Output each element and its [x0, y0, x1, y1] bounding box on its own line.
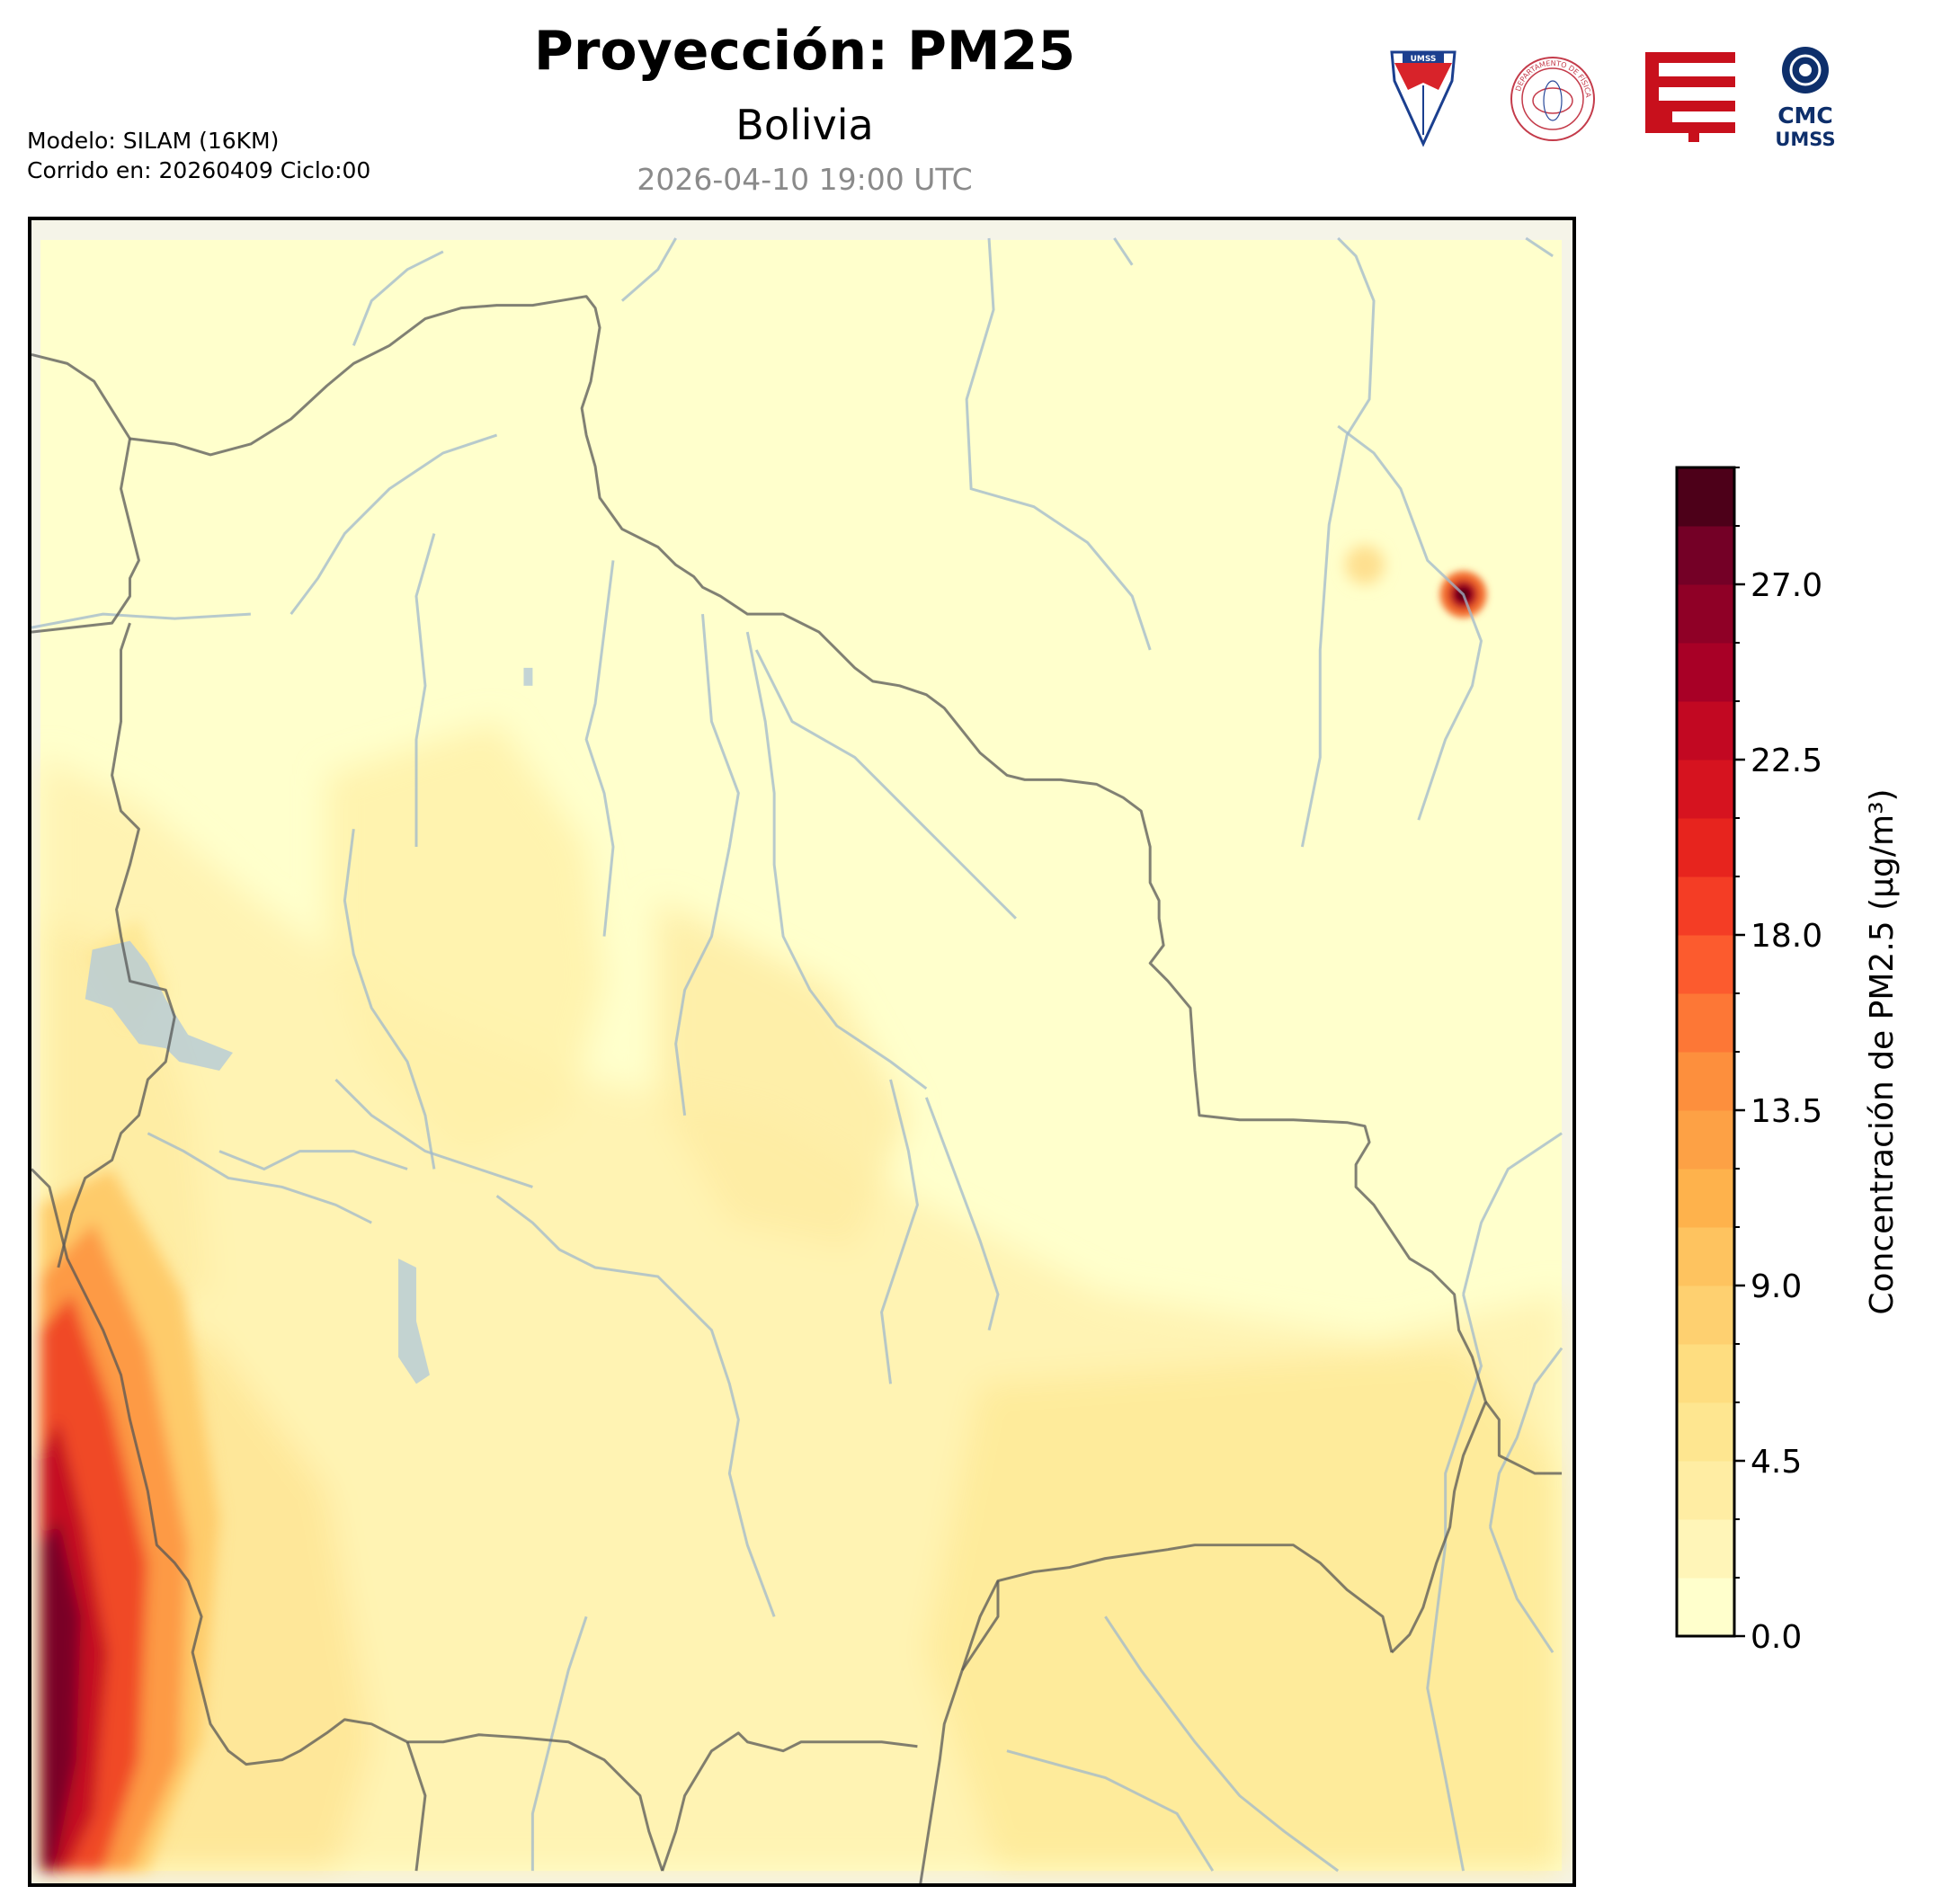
colorbar-tick-label: 9.0: [1750, 1268, 1802, 1305]
colorbar-swatch: [1677, 1578, 1734, 1637]
colorbar-swatch: [1677, 1461, 1734, 1520]
colorbar-swatch: [1677, 760, 1734, 819]
colorbar-swatch: [1677, 993, 1734, 1053]
colorbar-swatch: [1677, 467, 1734, 527]
colorbar-swatches: [1677, 467, 1734, 1637]
colorbar-swatch: [1677, 1110, 1734, 1170]
colorbar-swatch: [1677, 584, 1734, 644]
colorbar-swatch: [1677, 526, 1734, 585]
run-info: Corrido en: 20260409 Ciclo:00: [27, 157, 371, 183]
departamento-fisica-seal-logo: DEPARTAMENTO DE FÍSICA: [1510, 57, 1595, 141]
colorbar-tick-label: 4.5: [1750, 1444, 1802, 1481]
lakes: [85, 667, 533, 1384]
svg-text:UMSS: UMSS: [1411, 55, 1437, 64]
colorbar-swatch: [1677, 1402, 1734, 1462]
colorbar-swatch: [1677, 1286, 1734, 1345]
colorbar-tick-label: 0.0: [1750, 1619, 1802, 1656]
svg-text:UMSS: UMSS: [1775, 129, 1835, 150]
colorbar-swatch: [1677, 1519, 1734, 1579]
chart-title: Proyección: PM25: [533, 20, 1076, 83]
colorbar-ticks: 0.0 4.5 9.0 13.5 18.0 22.5 27.0: [1734, 467, 1822, 1656]
colorbar-swatch: [1677, 1052, 1734, 1111]
colorbar-swatch: [1677, 818, 1734, 877]
forecast-datetime: 2026-04-10 19:00 UTC: [637, 162, 973, 197]
pm25-map: [28, 217, 1576, 1887]
colorbar-tick-label: 18.0: [1750, 918, 1822, 955]
colorbar-tick-label: 13.5: [1750, 1093, 1822, 1130]
colorbar: 0.0 4.5 9.0 13.5 18.0 22.5 27.0 Concentración …: [1675, 466, 1901, 1656]
institution-logos: UMSS DEPARTAMENTO DE FÍSICA CMC UMSS: [1390, 47, 1836, 150]
colorbar-swatch: [1677, 643, 1734, 702]
colorbar-swatch: [1677, 876, 1734, 936]
colorbar-swatch: [1677, 1169, 1734, 1228]
colorbar-swatch: [1677, 1227, 1734, 1286]
cmc-umss-logo: CMC UMSS: [1775, 47, 1836, 150]
model-info: Modelo: SILAM (16KM): [27, 128, 280, 154]
colorbar-label: Concentración de PM2.5 (μg/m³): [1864, 788, 1901, 1314]
rivers: [31, 236, 1563, 1873]
umss-shield-logo: UMSS: [1390, 50, 1456, 147]
svg-text:CMC: CMC: [1777, 102, 1833, 129]
red-geometric-logo: [1645, 52, 1735, 142]
colorbar-tick-label: 27.0: [1750, 567, 1822, 604]
colorbar-swatch: [1677, 1344, 1734, 1403]
country-borders: [31, 295, 1563, 1883]
chart-subtitle: Bolivia: [735, 101, 874, 149]
colorbar-tick-label: 22.5: [1750, 743, 1822, 779]
colorbar-swatch: [1677, 701, 1734, 761]
colorbar-swatch: [1677, 935, 1734, 994]
pm25-concentration-field: [40, 545, 1563, 1872]
